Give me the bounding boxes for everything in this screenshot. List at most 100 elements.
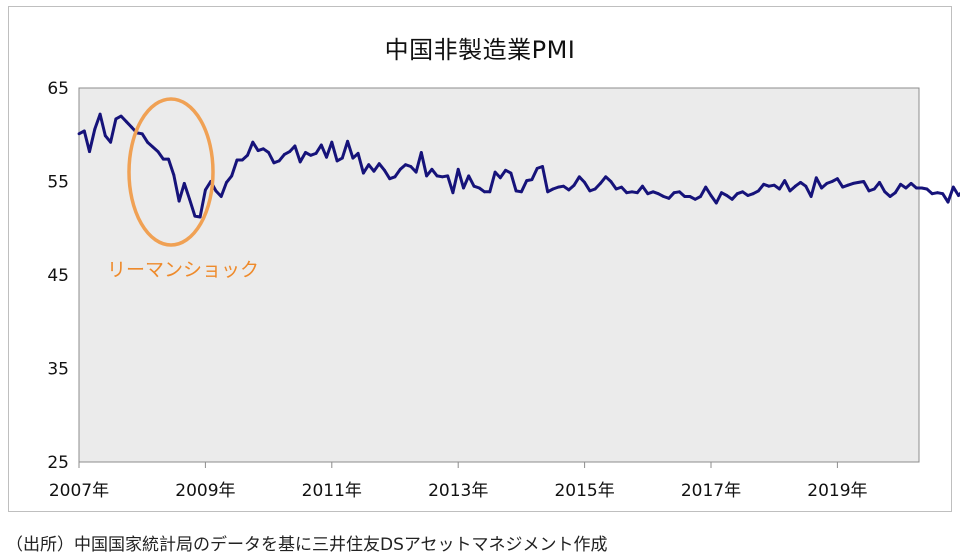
data-point: [383, 168, 386, 172]
y-tick-label: 25: [47, 453, 69, 473]
data-point: [251, 140, 255, 144]
data-point: [567, 188, 571, 192]
data-point: [793, 184, 797, 188]
data-point: [340, 156, 344, 160]
data-point: [857, 181, 860, 184]
data-point: [836, 177, 839, 181]
data-point: [893, 191, 897, 195]
data-point: [920, 186, 924, 190]
data-point: [409, 165, 413, 168]
data-point: [878, 181, 881, 184]
data-point: [504, 168, 507, 172]
data-point: [319, 143, 323, 147]
x-tick-label: 2013年: [428, 481, 488, 501]
x-tick-label: 2007年: [49, 481, 109, 501]
data-point: [441, 175, 444, 179]
data-point: [620, 185, 623, 189]
data-point: [467, 174, 471, 178]
y-tick-label: 45: [47, 266, 69, 286]
data-point: [372, 169, 376, 173]
data-point: [509, 171, 513, 175]
data-point: [820, 186, 823, 190]
data-point: [804, 184, 808, 188]
data-point: [182, 182, 186, 185]
data-point: [425, 174, 428, 178]
data-point: [841, 185, 845, 189]
data-point: [941, 192, 945, 196]
data-point: [156, 150, 160, 154]
data-point: [130, 125, 134, 129]
data-point: [367, 163, 371, 167]
data-point: [204, 188, 207, 192]
data-point: [656, 192, 660, 196]
lehman-shock-highlight-ellipse: [127, 97, 215, 247]
data-point: [82, 129, 86, 133]
data-point: [240, 158, 244, 162]
data-point: [161, 157, 165, 161]
data-point: [103, 134, 107, 138]
data-point: [599, 182, 602, 185]
data-point: [762, 182, 766, 186]
data-point: [872, 187, 876, 191]
data-point: [377, 162, 381, 166]
data-point: [404, 163, 407, 167]
data-point: [414, 170, 418, 174]
data-point: [151, 145, 155, 149]
data-point: [304, 151, 307, 154]
data-point: [646, 192, 650, 196]
data-point: [430, 167, 434, 171]
data-point: [725, 194, 729, 197]
data-point: [77, 132, 81, 136]
data-point: [177, 199, 181, 203]
data-point: [488, 190, 492, 194]
data-point: [119, 114, 123, 118]
data-point: [288, 150, 292, 154]
data-point: [825, 182, 829, 185]
data-point: [641, 184, 644, 188]
plot-area: [78, 87, 920, 463]
data-point: [904, 186, 908, 190]
data-point: [635, 191, 639, 195]
lehman-shock-annotation: リーマンショック: [107, 259, 259, 281]
data-point: [788, 189, 792, 193]
data-point: [604, 175, 608, 179]
data-point: [188, 197, 192, 201]
data-point: [140, 132, 144, 136]
data-point: [346, 139, 349, 143]
x-tick-label: 2019年: [807, 481, 867, 501]
data-point: [720, 191, 723, 195]
y-tick-label: 35: [47, 360, 69, 380]
data-point: [556, 185, 560, 189]
x-axis: 2007年 2009年 2011年 2013年 2015年 2017年 2019年: [49, 462, 868, 501]
data-point: [477, 186, 481, 190]
data-point: [730, 197, 734, 201]
data-point: [493, 170, 497, 174]
data-point: [293, 144, 297, 148]
data-point: [193, 214, 197, 218]
data-point: [362, 171, 365, 175]
data-point: [915, 186, 918, 190]
data-point: [862, 180, 866, 183]
data-point: [514, 189, 518, 193]
data-point: [93, 127, 97, 131]
data-point: [678, 190, 681, 194]
data-points: [77, 112, 960, 219]
x-tick-label: 2011年: [302, 481, 362, 501]
data-point: [388, 177, 392, 181]
x-tick-label: 2015年: [554, 481, 614, 501]
source-note: （出所）中国国家統計局のデータを基に三井住友DSアセットマネジメント作成: [6, 535, 608, 555]
data-point: [883, 190, 887, 194]
data-point: [535, 167, 539, 170]
data-point: [530, 178, 534, 182]
data-point: [146, 140, 149, 144]
data-point: [588, 189, 592, 193]
data-point: [830, 180, 834, 183]
data-point: [930, 192, 934, 196]
data-point: [419, 151, 423, 154]
data-point: [498, 176, 502, 180]
data-point: [899, 182, 902, 186]
data-point: [667, 196, 671, 200]
data-point: [451, 191, 455, 195]
data-point: [198, 215, 202, 219]
data-point: [256, 149, 260, 153]
